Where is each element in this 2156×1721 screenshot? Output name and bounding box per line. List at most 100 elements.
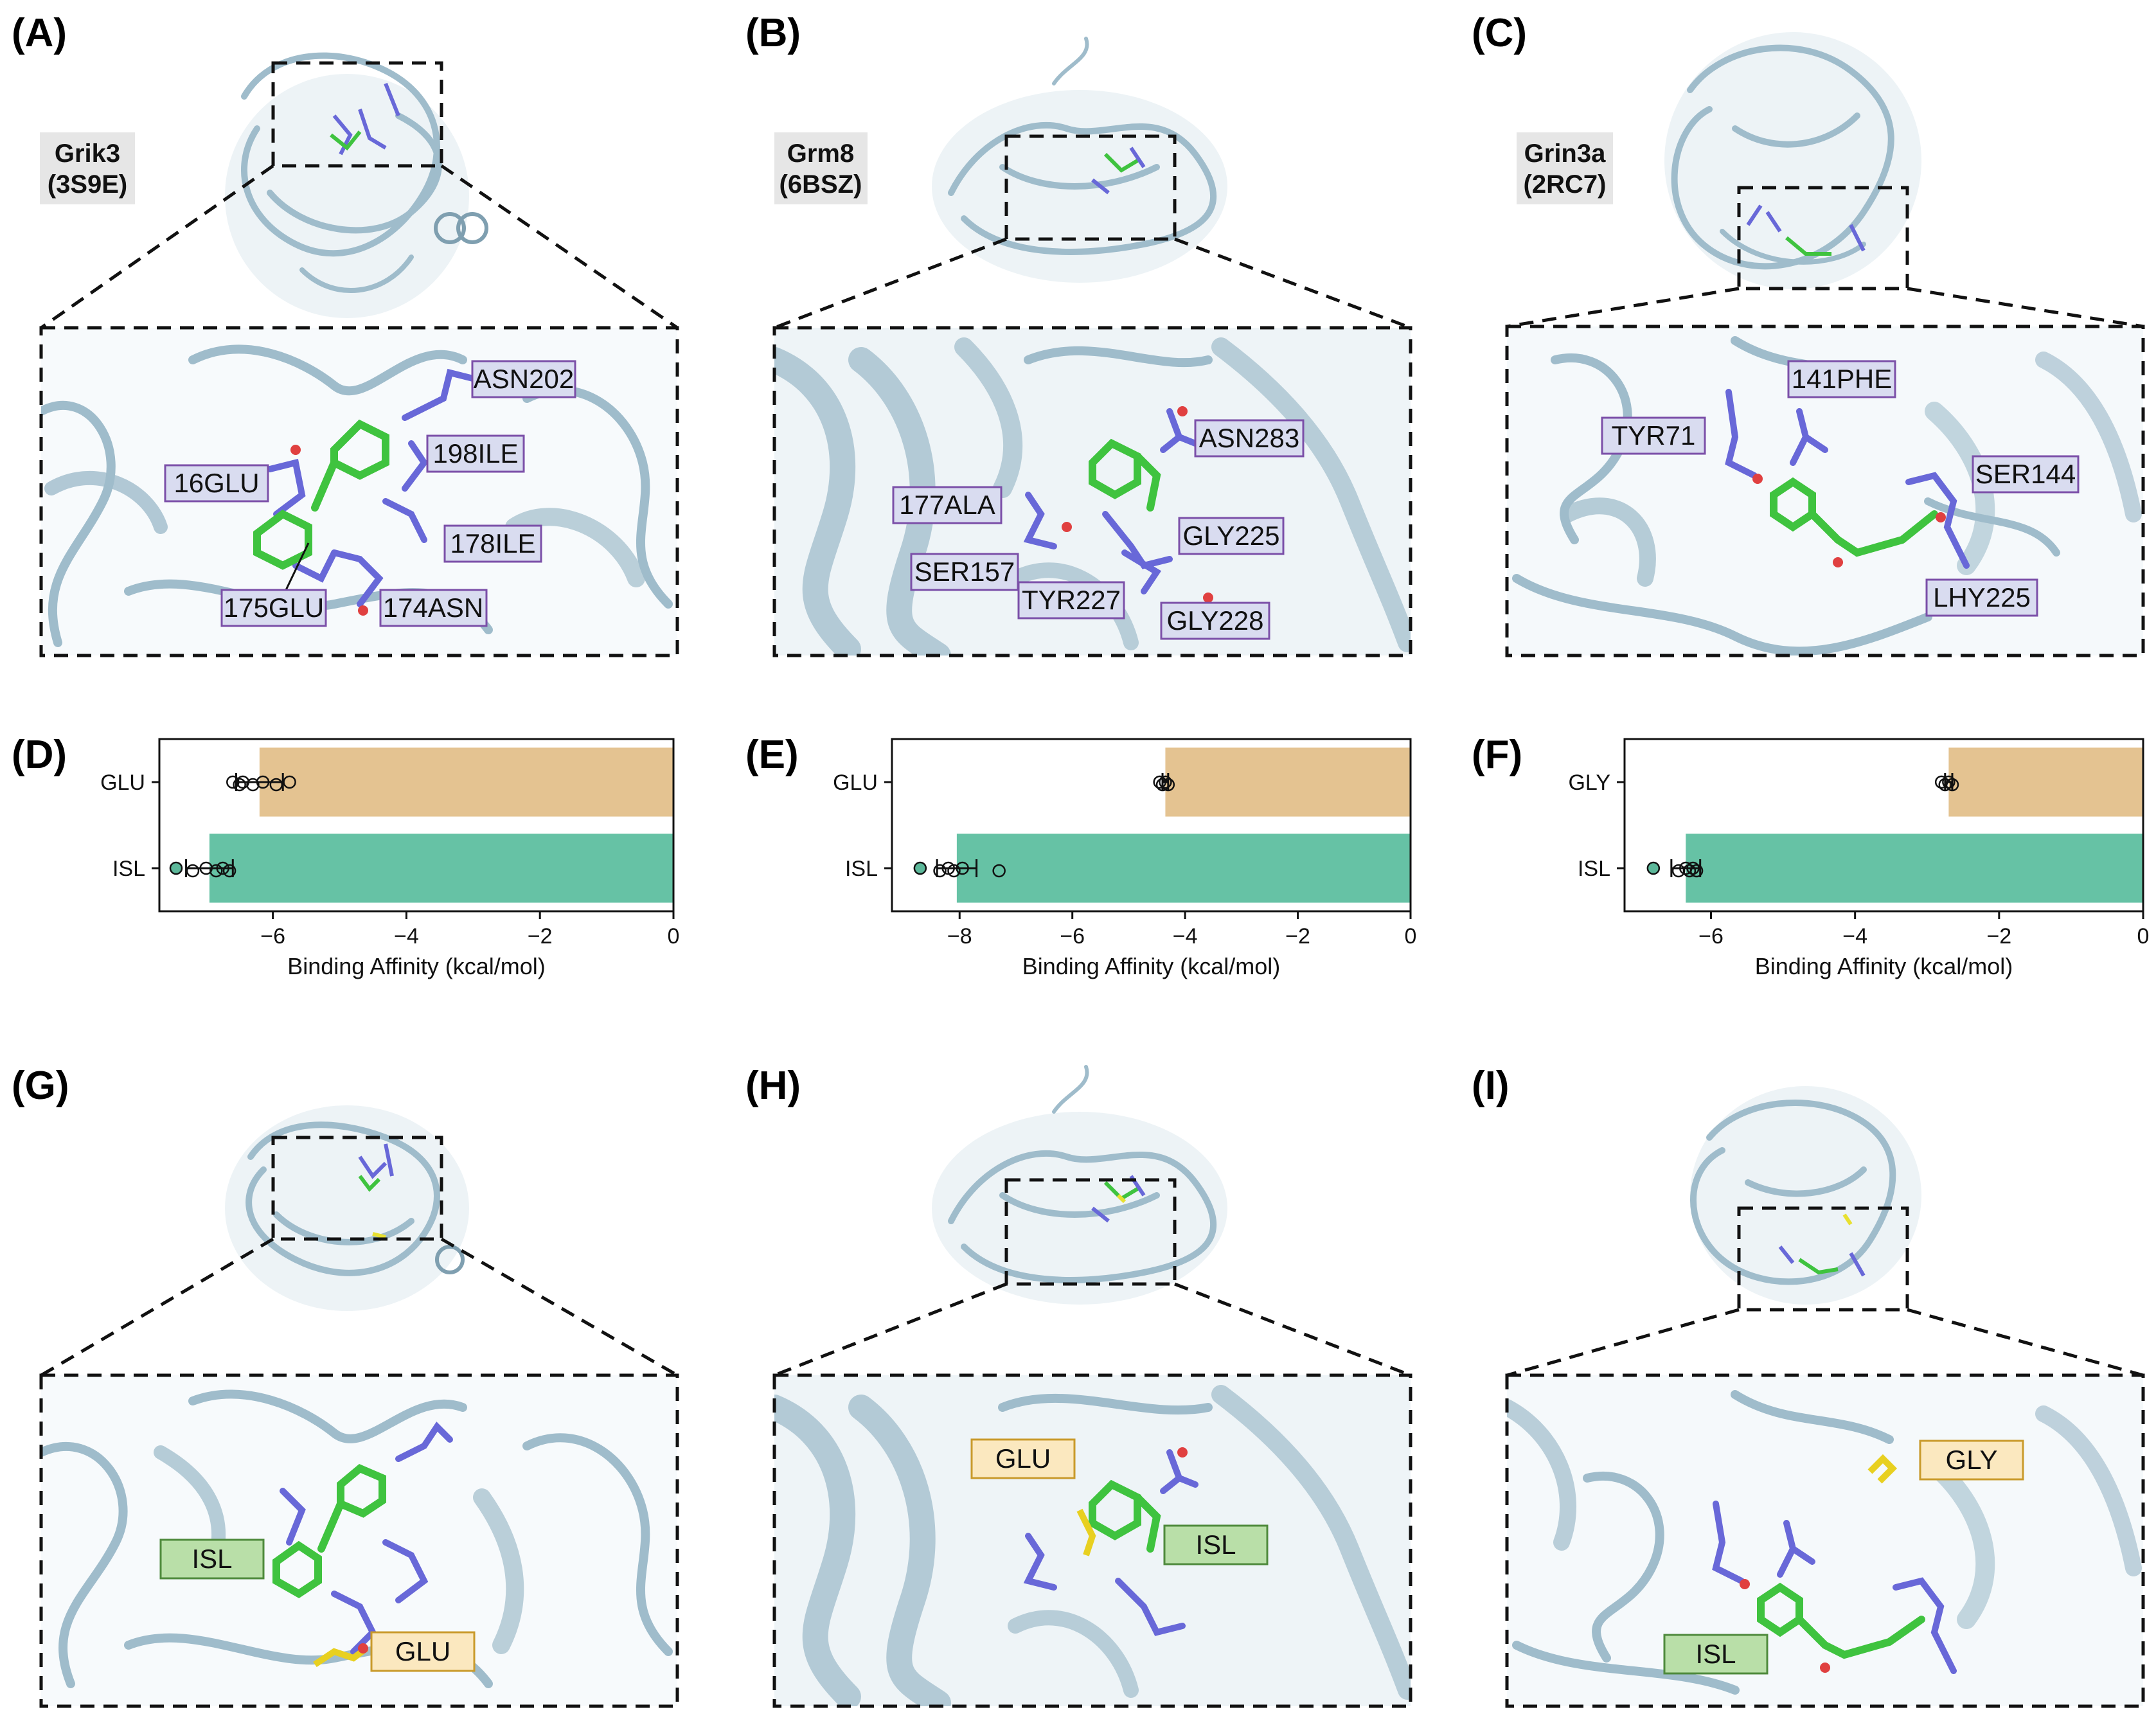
data-point-glu (246, 778, 260, 792)
panel-h: (H) (745, 1064, 1412, 1708)
panel-label-g: (G) (12, 1064, 69, 1108)
x-axis-title: Binding Affinity (kcal/mol) (1755, 953, 2013, 979)
x-tick-label: −4 (1842, 924, 1867, 949)
residue-label-198ile: 198ILE (426, 434, 525, 473)
bar-glu (1165, 747, 1411, 817)
pdb-id-b: (6BSZ) (780, 170, 862, 199)
svg-text:174ASN: 174ASN (383, 593, 483, 623)
x-tick-label: −4 (1173, 924, 1198, 949)
x-tick-label: −4 (394, 924, 419, 949)
closeup-frame-b (772, 326, 1412, 657)
residue-label-gly225: GLY225 (1178, 517, 1285, 555)
y-tick-label: GLU (100, 771, 145, 795)
svg-text:ASN202: ASN202 (474, 364, 574, 394)
panel-label-i: (I) (1472, 1064, 1510, 1108)
data-point-isl (1671, 864, 1686, 878)
svg-text:178ILE: 178ILE (450, 528, 535, 558)
panel-label-c: (C) (1472, 11, 1527, 55)
data-point-isl (947, 864, 961, 878)
bar-isl (1686, 834, 2143, 903)
data-point-glu (236, 775, 250, 789)
data-point-glu (283, 775, 296, 789)
svg-text:GLY: GLY (1946, 1445, 1998, 1475)
x-tick-label: −2 (528, 924, 553, 949)
zoom-line-left-i (1506, 1308, 1740, 1377)
pdb-id-c: (2RC7) (1524, 170, 1607, 199)
zoom-line-left-a (40, 164, 274, 330)
x-axis-title: Binding Affinity (kcal/mol) (287, 953, 546, 979)
svg-text:GLY228: GLY228 (1167, 605, 1264, 636)
protein-overview-g (225, 1105, 469, 1311)
panel-i: (I) (1472, 1064, 2145, 1708)
residue-label-177ala: 177ALA (892, 486, 1002, 524)
panel-e: (E) GLU ISL −8 −6 −4 −2 0 Binding Affinity (kca… (745, 733, 1416, 979)
protein-label-box-b (774, 132, 868, 204)
panel-label-a: (A) (12, 11, 67, 55)
svg-text:177ALA: 177ALA (899, 490, 995, 520)
residue-label-141phe: 141PHE (1787, 360, 1896, 398)
data-point-isl (1646, 861, 1661, 875)
panel-g: (G) (12, 1064, 679, 1708)
data-point-glu (226, 775, 240, 789)
data-point-glu (269, 778, 283, 792)
svg-text:ISL: ISL (192, 1544, 232, 1574)
panel-a: (A) Grik3 (3S9E) (12, 11, 679, 657)
zoom-line-right-g (440, 1237, 679, 1377)
data-point-glu (1153, 775, 1166, 789)
data-point-isl (1682, 864, 1697, 878)
chart-d: GLU ISL −6 −4 −2 0 Binding Affinity (kcal/mol) (100, 738, 679, 979)
panel-label-b: (B) (745, 11, 801, 55)
x-tick-label: −2 (1986, 924, 2011, 949)
svg-text:175GLU: 175GLU (224, 593, 324, 623)
residue-label-lhy225: LHY225 (1925, 578, 2038, 617)
zoom-box-a (271, 61, 443, 168)
svg-text:16GLU: 16GLU (174, 468, 259, 498)
closeup-h (774, 1375, 1411, 1706)
panel-c: (C) Grin3a (2RC7) (1472, 11, 2145, 657)
svg-text:ISL: ISL (1195, 1529, 1236, 1560)
protein-overview-i (1690, 1086, 1921, 1305)
data-point-isl (1686, 861, 1700, 875)
data-point-gly (1938, 778, 1952, 792)
data-point-isl (222, 864, 236, 878)
zoom-line-left-h (774, 1282, 1007, 1377)
chart-f: GLY ISL −6 −4 −2 0 Binding Affinity (kcal/mol) (1568, 738, 2149, 979)
data-point-glu (1161, 778, 1175, 792)
residue-label-16glu: 16GLU (164, 464, 269, 503)
y-tick-label: GLY (1568, 771, 1610, 795)
pointer-175glu (285, 542, 310, 591)
zoom-box-c (1737, 186, 1909, 290)
axes-frame (891, 738, 1412, 913)
protein-label-box-c (1517, 132, 1613, 204)
residue-label-175glu: 175GLU (220, 589, 327, 627)
x-tick-label: −2 (1285, 924, 1310, 949)
zoom-line-left-b (774, 237, 1007, 330)
svg-text:SER144: SER144 (1975, 459, 2076, 489)
data-point-isl (209, 864, 223, 878)
zoom-line-right-c (1907, 287, 2144, 328)
protein-overview-c (1664, 32, 1921, 289)
protein-name-a: Grik3 (55, 139, 120, 168)
data-point-isl (933, 864, 947, 878)
molecule-tag-glu-h: GLU (970, 1438, 1076, 1479)
protein-overview-h (932, 1065, 1227, 1305)
pdb-id-a: (3S9E) (48, 170, 128, 199)
zoom-line-left-c (1506, 287, 1740, 328)
bar-glu (259, 747, 674, 817)
zoom-line-right-h (1174, 1282, 1411, 1377)
closeup-frame-h (772, 1373, 1412, 1708)
svg-text:GLU: GLU (395, 1636, 450, 1666)
data-point-isl (169, 861, 183, 875)
zoom-box-g (271, 1136, 443, 1241)
molecule-tag-gly-i: GLY (1919, 1440, 2024, 1481)
data-point-glu (1155, 778, 1170, 792)
data-point-isl (1689, 864, 1704, 878)
closeup-frame-g (39, 1373, 679, 1708)
zoom-box-i (1737, 1206, 1909, 1312)
panel-label-e: (E) (745, 733, 799, 777)
closeup-frame-c (1505, 325, 2145, 657)
svg-text:SER157: SER157 (914, 557, 1015, 587)
axes-frame (158, 738, 675, 913)
svg-text:141PHE: 141PHE (1792, 364, 1892, 394)
